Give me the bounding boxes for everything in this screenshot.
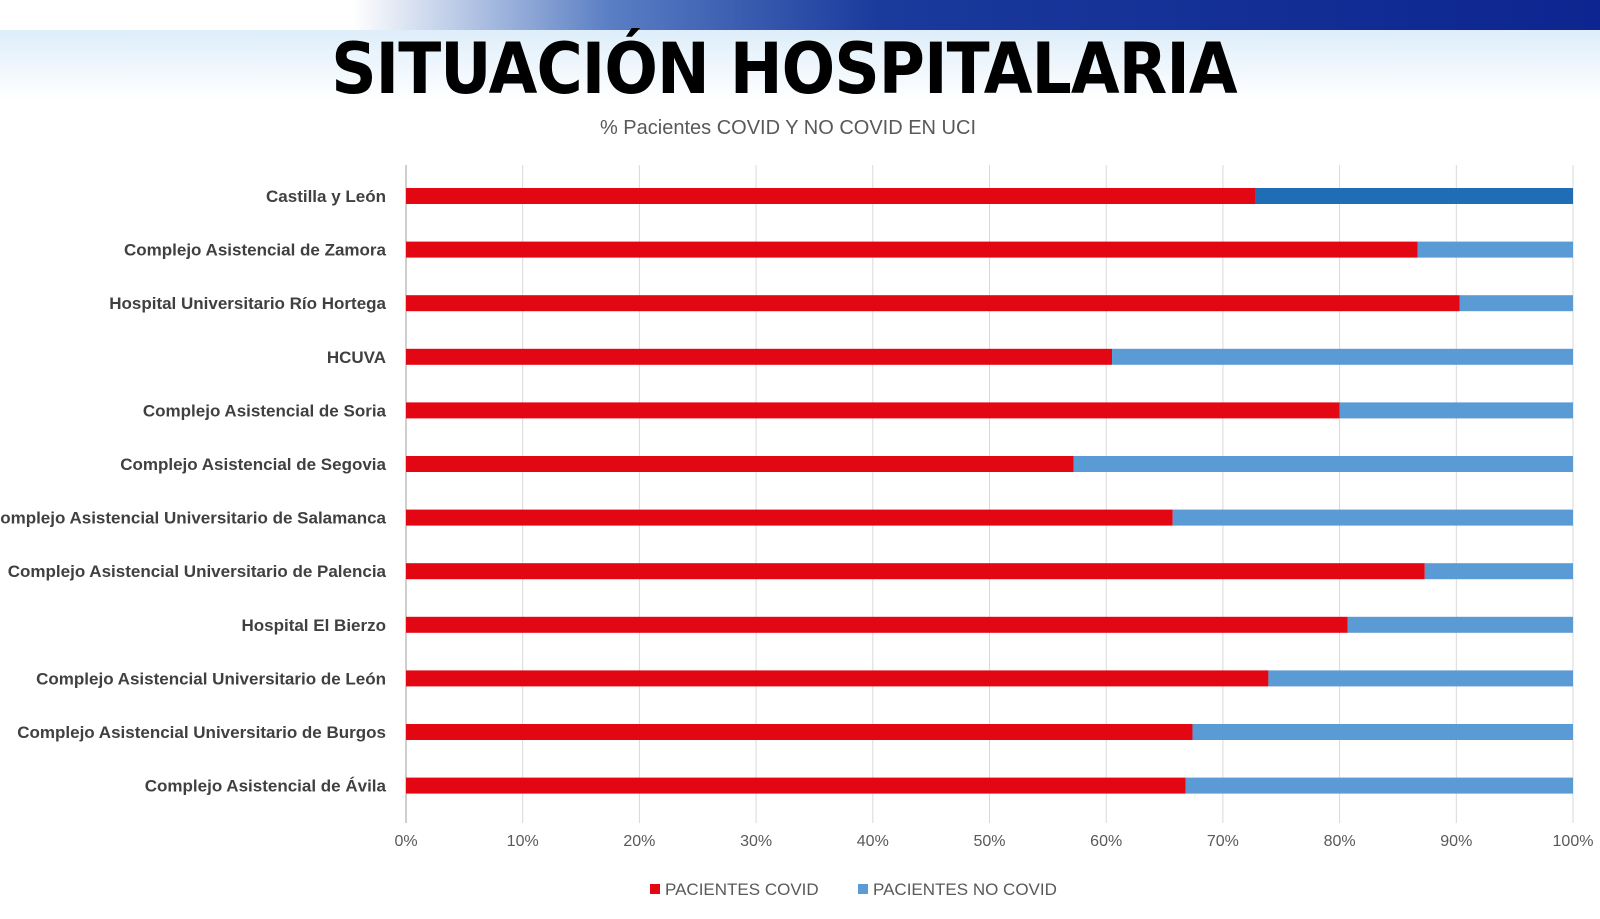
x-tick-label: 30% xyxy=(740,833,772,850)
legend-label: PACIENTES COVID xyxy=(665,880,819,899)
x-tick-label: 90% xyxy=(1440,833,1472,850)
bar-no-covid xyxy=(1073,456,1573,472)
category-label: Complejo Asistencial Universitario de Pa… xyxy=(8,562,387,581)
bar-covid xyxy=(406,295,1460,312)
header-gradient xyxy=(0,30,1600,100)
category-label: Complejo Asistencial Universitario de Le… xyxy=(36,669,386,688)
bar-covid xyxy=(406,563,1425,580)
category-label: Complejo Asistencial Universitario de Bu… xyxy=(17,723,386,742)
bar-no-covid xyxy=(1339,402,1573,419)
category-label: Hospital El Bierzo xyxy=(241,616,386,635)
bar-no-covid xyxy=(1185,777,1573,794)
bar-no-covid xyxy=(1192,724,1573,740)
bar-covid xyxy=(406,724,1193,740)
legend-label: PACIENTES NO COVID xyxy=(873,880,1057,899)
bar-no-covid xyxy=(1255,188,1573,204)
bar-covid xyxy=(406,509,1173,526)
bar-no-covid xyxy=(1172,509,1573,526)
page-title: SITUACIÓN HOSPITALARIA xyxy=(331,28,1237,110)
x-tick-label: 70% xyxy=(1207,833,1239,850)
bar-covid xyxy=(406,188,1256,204)
category-label: HCUVA xyxy=(327,348,386,367)
x-tick-label: 40% xyxy=(857,833,889,850)
bar-covid xyxy=(406,777,1186,794)
category-label: Complejo Asistencial de Segovia xyxy=(120,455,386,474)
category-label: Complejo Asistencial de Ávila xyxy=(145,777,387,796)
x-tick-label: 100% xyxy=(1553,833,1594,850)
category-label: Complejo Asistencial de Soria xyxy=(143,401,387,420)
bar-no-covid xyxy=(1268,670,1573,687)
bar-covid xyxy=(406,670,1269,687)
bar-no-covid xyxy=(1424,563,1573,580)
x-tick-label: 20% xyxy=(623,833,655,850)
bar-covid xyxy=(406,348,1113,365)
category-label: Hospital Universitario Río Hortega xyxy=(109,294,386,313)
x-tick-label: 10% xyxy=(507,833,539,850)
bar-covid xyxy=(406,241,1418,258)
bar-covid xyxy=(406,456,1074,472)
legend-swatch xyxy=(858,884,868,894)
x-tick-label: 60% xyxy=(1090,833,1122,850)
bar-no-covid xyxy=(1112,348,1573,365)
category-label: Complejo Asistencial de Zamora xyxy=(124,241,387,260)
bar-no-covid xyxy=(1417,241,1573,258)
category-label: Castilla y León xyxy=(266,187,386,206)
category-label: Complejo Asistencial Universitario de Sa… xyxy=(0,509,387,528)
chart-title: % Pacientes COVID Y NO COVID EN UCI xyxy=(599,117,977,139)
x-tick-label: 80% xyxy=(1324,833,1356,850)
bar-covid xyxy=(406,402,1340,419)
x-tick-label: 0% xyxy=(394,833,417,850)
x-tick-label: 50% xyxy=(973,833,1005,850)
bar-no-covid xyxy=(1347,616,1573,633)
header-banner xyxy=(0,0,1600,30)
bar-covid xyxy=(406,616,1348,633)
legend-swatch xyxy=(650,884,660,894)
bar-no-covid xyxy=(1459,295,1573,312)
